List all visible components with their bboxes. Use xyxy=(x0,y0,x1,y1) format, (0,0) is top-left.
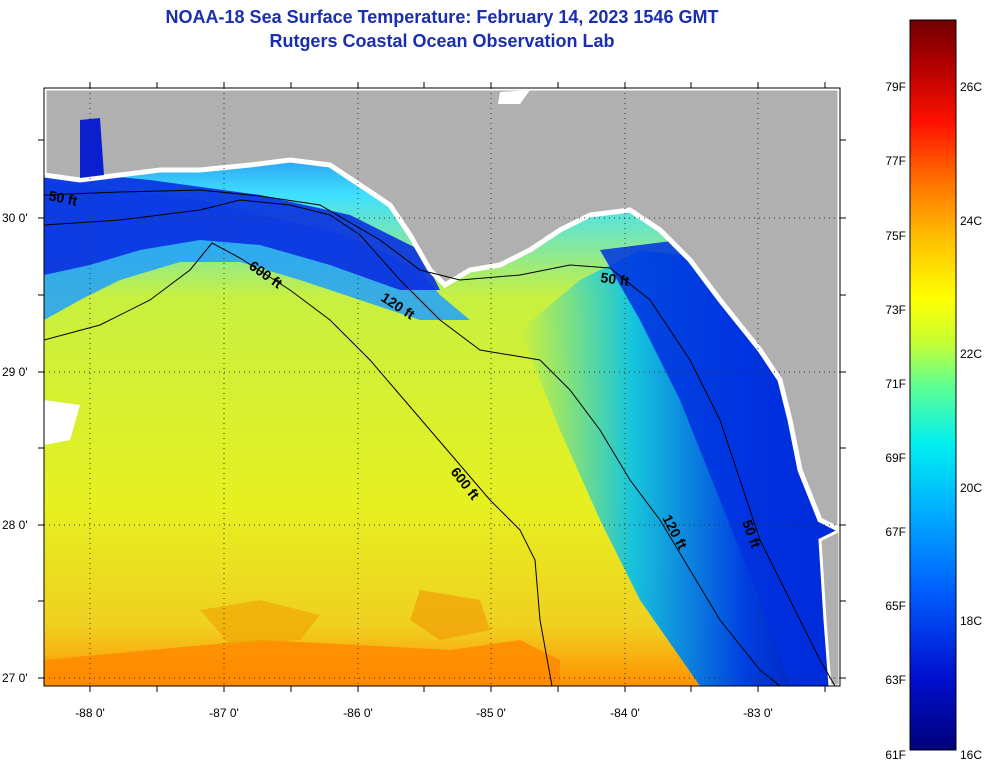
colorbar-label-f: 67F xyxy=(885,525,906,539)
contour-label-50ft-big-bend: 50 ft xyxy=(600,269,631,289)
colorbar-label-f: 69F xyxy=(885,451,906,465)
contour-120ft xyxy=(44,199,781,686)
lon-label: -86 0' xyxy=(343,706,373,720)
contour-50ft xyxy=(44,189,836,686)
colorbar-label-f: 75F xyxy=(885,229,906,243)
colorbar-label-c: 16C xyxy=(960,748,983,762)
contour-label-50ft-west: 50 ft xyxy=(47,187,79,209)
colorbar-label-f: 73F xyxy=(885,303,906,317)
lon-label: -87 0' xyxy=(209,706,239,720)
colorbar-label-f: 63F xyxy=(885,673,906,687)
colorbar-label-f: 65F xyxy=(885,599,906,613)
map-subtitle: Rutgers Coastal Ocean Observation Lab xyxy=(269,31,615,51)
lat-label: 28 0' xyxy=(2,518,28,532)
cold-nearshore-west xyxy=(44,170,440,290)
colorbar-label-c: 18C xyxy=(960,614,983,628)
contour-600ft xyxy=(44,242,553,686)
tick-marks xyxy=(38,82,846,692)
colorbar xyxy=(909,19,957,751)
colorbar-label-c: 22C xyxy=(960,347,983,361)
mobile-bay xyxy=(80,118,104,178)
lon-label: -85 0' xyxy=(476,706,506,720)
colorbar-label-c: 20C xyxy=(960,481,983,495)
land-area xyxy=(44,88,840,533)
map-frame xyxy=(43,87,841,687)
warm-water-south xyxy=(44,640,560,686)
lon-label: -88 0' xyxy=(75,706,105,720)
lat-label: 30 0' xyxy=(2,211,28,225)
map-title: NOAA-18 Sea Surface Temperature: Februar… xyxy=(165,7,719,27)
colorbar-label-c: 24C xyxy=(960,214,983,228)
lon-label: -83 0' xyxy=(743,706,773,720)
lon-label: -84 0' xyxy=(610,706,640,720)
colorbar-label-f: 77F xyxy=(885,154,906,168)
lat-label: 29 0' xyxy=(2,365,28,379)
colorbar-label-f: 79F xyxy=(885,80,906,94)
colorbar-label-c: 26C xyxy=(960,80,983,94)
colorbar-label-f: 61F xyxy=(885,748,906,762)
lat-label: 27 0' xyxy=(2,671,28,685)
colorbar-label-f: 71F xyxy=(885,377,906,391)
